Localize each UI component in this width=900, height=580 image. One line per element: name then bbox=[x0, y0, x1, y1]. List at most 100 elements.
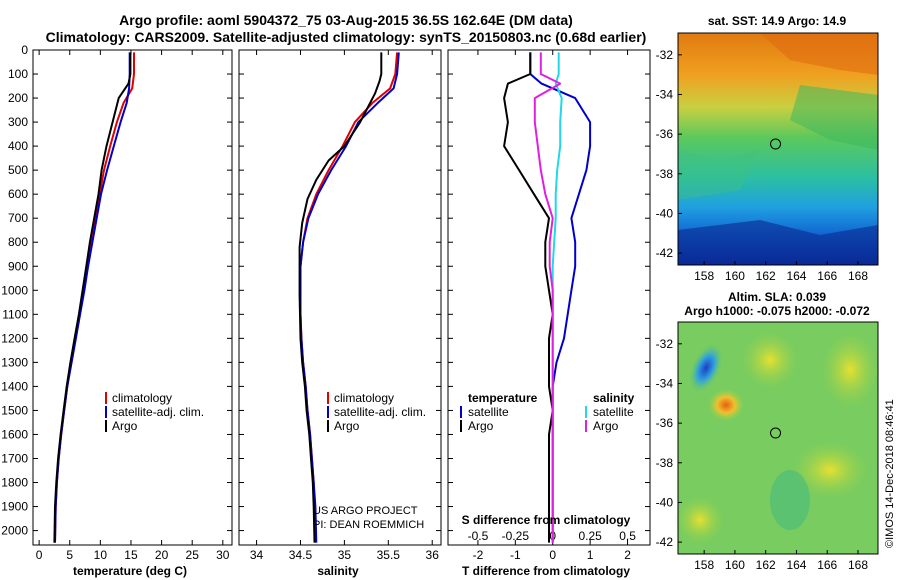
difference-series bbox=[503, 52, 592, 543]
depth-tick-label: 2000 bbox=[1, 524, 28, 538]
depth-tick-label: 100 bbox=[8, 67, 28, 81]
map-x-tick-label: 166 bbox=[817, 269, 837, 283]
depth-tick-label: 1000 bbox=[1, 283, 28, 297]
legend-argo-swatch bbox=[105, 420, 107, 432]
sst-map-ticks: 158 160 162 164 166 168 -32 -34 -36 -38 -40 -42 bbox=[656, 48, 869, 283]
title-line-2: Climatology: CARS2009. Satellite-adjuste… bbox=[46, 29, 647, 45]
sla-map-ticks: 158 160 162 164 166 168 -32 -34 -36 -38 -40 -42 bbox=[656, 337, 869, 572]
sst-map-title: sat. SST: 14.9 Argo: 14.9 bbox=[708, 14, 847, 28]
salinity-xlabel: salinity bbox=[317, 564, 359, 578]
credit-stamp: ©IMOS 14-Dec-2018 08:46:41 bbox=[884, 399, 896, 548]
x-tick-label: -2 bbox=[473, 548, 484, 562]
title-line-1: Argo profile: aoml 5904372_75 03-Aug-201… bbox=[119, 12, 573, 28]
depth-tick-label: 1600 bbox=[1, 427, 28, 441]
sla-map-subtitle: Argo h1000: -0.075 h2000: -0.072 bbox=[684, 304, 870, 318]
depth-tick-label: 700 bbox=[8, 211, 28, 225]
x-top-tick-label: -0.25 bbox=[502, 529, 530, 543]
legend-s-satellite-swatch bbox=[585, 406, 587, 418]
x-top-tick-label: 0.25 bbox=[578, 529, 602, 543]
depth-tick-label: 300 bbox=[8, 115, 28, 129]
map-x-tick-label: 158 bbox=[694, 558, 714, 572]
legend-salinity-title: salinity bbox=[593, 391, 635, 405]
depth-tick-label: 1700 bbox=[1, 451, 28, 465]
map-x-tick-label: 162 bbox=[756, 558, 776, 572]
x-tick-label: 0 bbox=[549, 548, 556, 562]
sst-teal-patch bbox=[678, 150, 760, 200]
temperature-ticks: 0 5 10 15 20 25 30 bbox=[33, 49, 232, 562]
legend-t-satellite-swatch bbox=[460, 406, 462, 418]
depth-tick-label: 800 bbox=[8, 235, 28, 249]
map-y-tick-label: -36 bbox=[656, 416, 674, 430]
difference-panel: -2 -1 0 1 2-0.5 -0.25 0 0.25 0.5 T difference fr… bbox=[447, 49, 651, 578]
x-tick-label: 2 bbox=[624, 548, 631, 562]
depth-tick-label: 1300 bbox=[1, 355, 28, 369]
sla-map-frame bbox=[677, 321, 879, 555]
salinity-plot-frame bbox=[238, 49, 442, 546]
sla-map-panel: Altim. SLA: 0.039 Argo h1000: -0.075 h20… bbox=[656, 290, 880, 572]
map-x-tick-label: 164 bbox=[786, 269, 806, 283]
legend-s-argo-swatch bbox=[585, 420, 587, 432]
x-tick-label: 25 bbox=[186, 548, 200, 562]
legend-s-satellite-label: satellite bbox=[593, 405, 634, 419]
x-tick-label: 35.5 bbox=[377, 548, 401, 562]
map-y-tick-label: -32 bbox=[656, 48, 674, 62]
sst-cold-patch bbox=[678, 220, 878, 265]
depth-tick-label: 1100 bbox=[2, 307, 28, 321]
x-tick-label: 34 bbox=[250, 548, 264, 562]
map-x-tick-label: 168 bbox=[848, 269, 868, 283]
sst-map-panel: sat. SST: 14.9 Argo: 14.9 158 160 162 164 16… bbox=[656, 14, 879, 283]
map-x-tick-label: 160 bbox=[725, 269, 745, 283]
difference-xlabel-top: S difference from climatology bbox=[462, 513, 631, 527]
difference-legend-right: salinity satellite Argo bbox=[585, 391, 635, 433]
x-tick-label: 35 bbox=[338, 548, 352, 562]
legend-t-satellite-label: satellite bbox=[468, 405, 509, 419]
map-y-tick-label: -36 bbox=[656, 127, 674, 141]
x-tick-label: 20 bbox=[155, 548, 169, 562]
legend-t-argo-label: Argo bbox=[468, 419, 494, 433]
sla-yellow-patch-2 bbox=[820, 330, 880, 410]
salinity-ticks: 34 34.5 35 35.5 36 bbox=[239, 49, 441, 562]
depth-tick-label: 1400 bbox=[1, 379, 28, 393]
depth-tick-label: 1900 bbox=[1, 500, 28, 514]
sla-low-eddy bbox=[689, 343, 723, 393]
salinity-legend: climatology satellite-adj. clim. Argo bbox=[327, 391, 426, 433]
map-x-tick-label: 168 bbox=[848, 558, 868, 572]
x-tick-label: 0 bbox=[36, 548, 43, 562]
series-line-argo bbox=[53, 52, 132, 543]
map-y-tick-label: -42 bbox=[656, 535, 674, 549]
map-x-tick-label: 166 bbox=[817, 558, 837, 572]
legend-satellite-label: satellite-adj. clim. bbox=[334, 405, 426, 419]
x-tick-label: 10 bbox=[94, 548, 108, 562]
x-tick-label: 1 bbox=[587, 548, 594, 562]
legend-climatology-label: climatology bbox=[334, 391, 394, 405]
x-tick-label: 5 bbox=[66, 548, 73, 562]
x-tick-label: 15 bbox=[124, 548, 138, 562]
argo-float-marker bbox=[770, 138, 782, 150]
legend-satellite-swatch bbox=[327, 406, 329, 418]
legend-satellite-swatch bbox=[105, 406, 107, 418]
sla-yellow-patch-3 bbox=[790, 440, 870, 500]
legend-argo-label: Argo bbox=[334, 419, 360, 433]
depth-tick-label: 600 bbox=[8, 187, 28, 201]
map-y-tick-label: -34 bbox=[656, 376, 674, 390]
x-tick-label: -1 bbox=[510, 548, 521, 562]
map-y-tick-label: -38 bbox=[656, 456, 674, 470]
argo-float-marker bbox=[770, 427, 782, 439]
map-x-tick-label: 164 bbox=[786, 558, 806, 572]
series-line-argo bbox=[298, 52, 383, 543]
map-x-tick-label: 162 bbox=[756, 269, 776, 283]
difference-legend-left: temperature satellite Argo bbox=[460, 391, 538, 433]
project-annotation-line-2: PI: DEAN ROEMMICH bbox=[313, 519, 424, 531]
depth-tick-label: 1200 bbox=[1, 331, 28, 345]
legend-argo-swatch bbox=[327, 420, 329, 432]
sst-map-frame bbox=[677, 32, 879, 266]
difference-xlabel: T difference from climatology bbox=[462, 564, 630, 578]
temperature-panel: 0 5 10 15 20 25 30 temperature (deg C) climato… bbox=[32, 49, 233, 578]
legend-satellite-label: satellite-adj. clim. bbox=[112, 405, 204, 419]
series-line-s-argo bbox=[533, 52, 562, 543]
temperature-legend: climatology satellite-adj. clim. Argo bbox=[105, 391, 204, 433]
depth-tick-label: 1500 bbox=[1, 403, 28, 417]
x-top-tick-label: 0.5 bbox=[619, 529, 636, 543]
legend-t-argo-swatch bbox=[460, 420, 462, 432]
